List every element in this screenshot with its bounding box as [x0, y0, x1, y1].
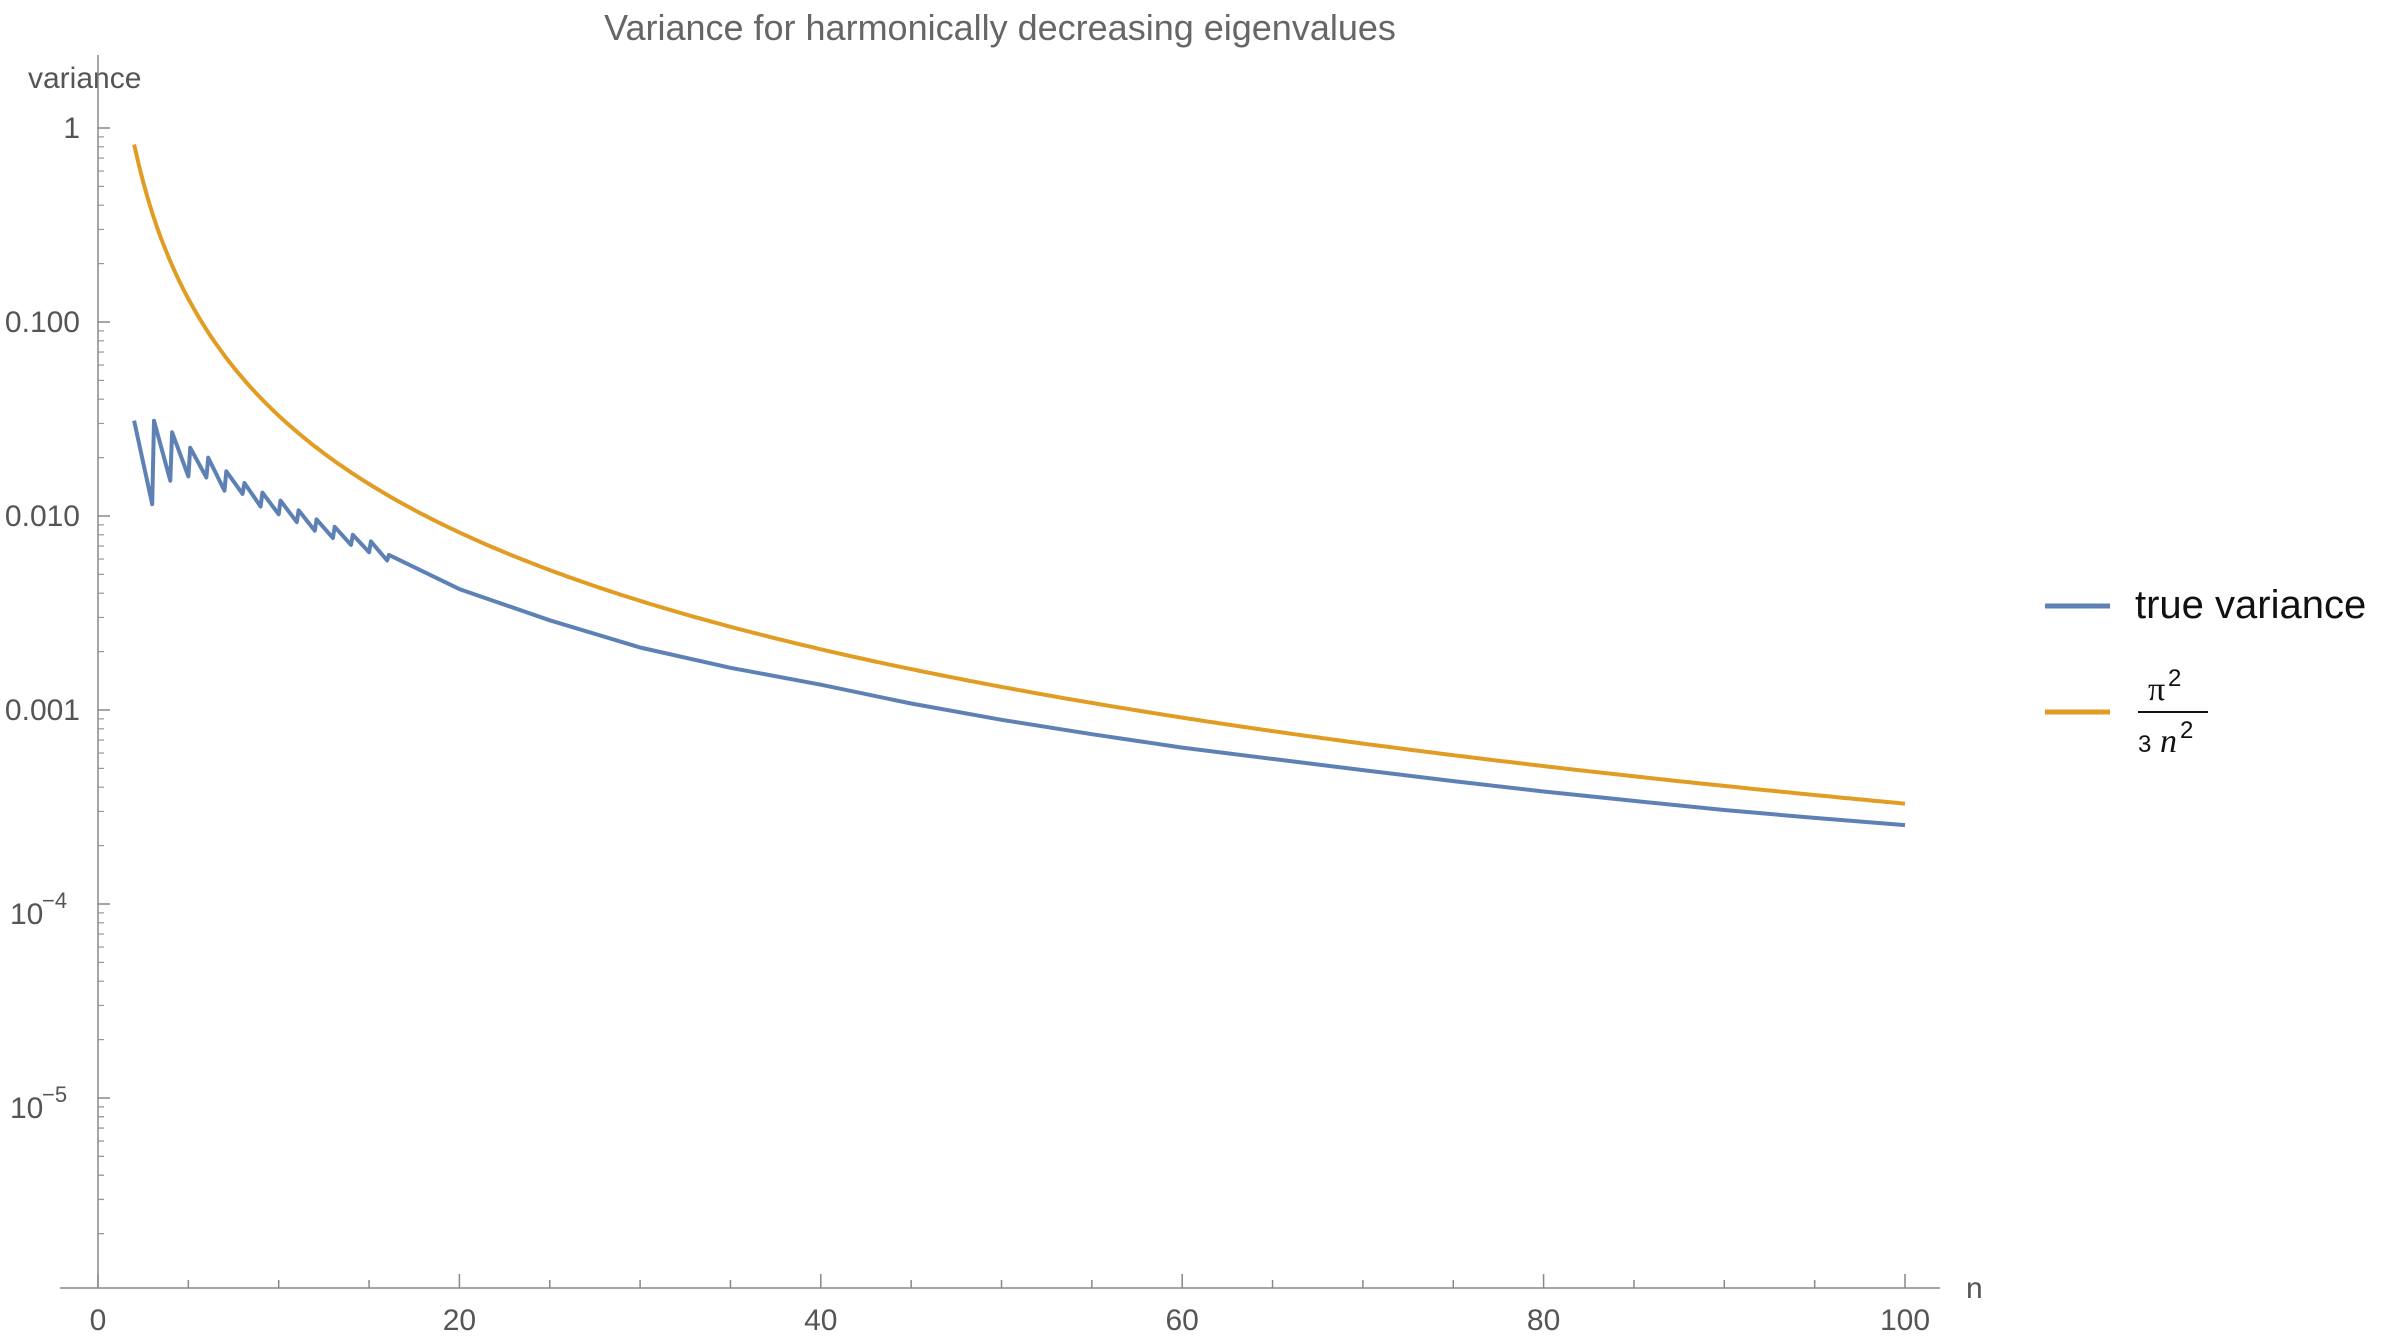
y-tick-label: 10 — [10, 898, 43, 931]
y-axis-label: variance — [28, 62, 141, 95]
x-tick-label: 60 — [1166, 1304, 1199, 1337]
y-tick-label-exponent: −5 — [42, 1082, 67, 1107]
series-layer — [132, 144, 1906, 828]
x-tick-label: 0 — [90, 1304, 107, 1337]
series-line-true-variance — [132, 418, 1906, 828]
y-tick-label: 10 — [10, 1092, 43, 1125]
y-tick-label-exponent: −4 — [42, 888, 67, 913]
legend-label-formula: π 2 3 n 2 — [2138, 665, 2208, 760]
x-axis-label: n — [1966, 1272, 1983, 1305]
x-tick-label: 100 — [1880, 1304, 1930, 1337]
y-tick-label: 1 — [63, 112, 80, 145]
legend-label-true-variance: true variance — [2135, 583, 2366, 627]
x-tick-label: 20 — [443, 1304, 476, 1337]
formula-denominator-var: n — [2160, 723, 2177, 760]
series-line-formula — [132, 144, 1906, 806]
formula-numerator-exp: 2 — [2168, 665, 2181, 692]
x-tick-label: 80 — [1527, 1304, 1560, 1337]
y-tick-label: 0.100 — [5, 306, 80, 339]
x-tick-label: 40 — [804, 1304, 837, 1337]
y-tick-label: 0.001 — [5, 694, 80, 727]
legend: true variance π 2 3 n 2 — [2045, 583, 2366, 760]
formula-denominator-exp: 2 — [2180, 717, 2193, 744]
chart-title: Variance for harmonically decreasing eig… — [604, 7, 1396, 48]
formula-denominator-coef: 3 — [2138, 731, 2151, 758]
y-tick-label: 0.010 — [5, 500, 80, 533]
formula-numerator-pi: π — [2148, 671, 2165, 708]
